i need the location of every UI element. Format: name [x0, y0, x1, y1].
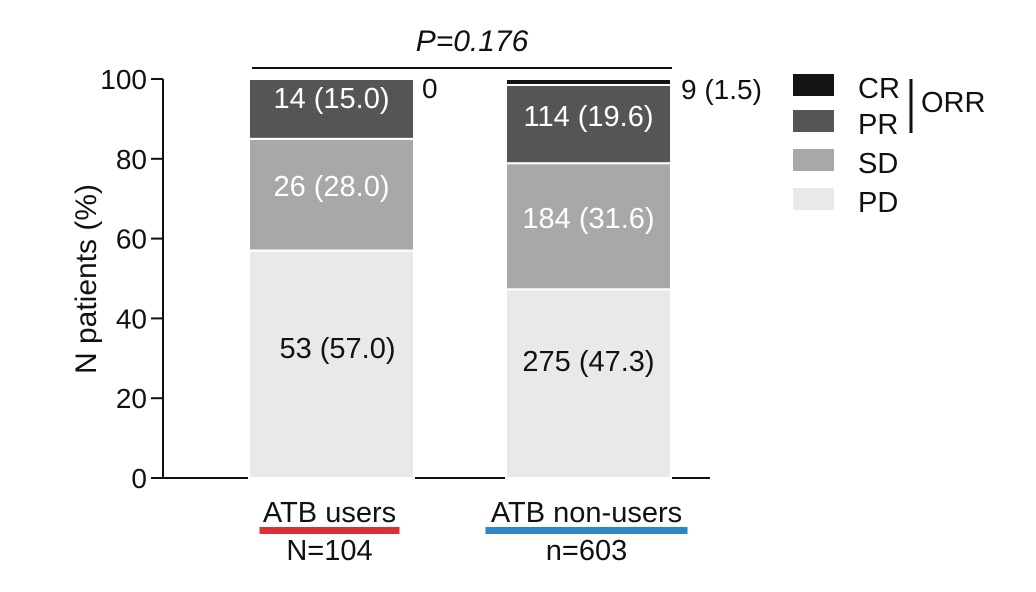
x-axis-labels: ATB users N=104 ATB non-users n=603 [259, 497, 688, 567]
bar-segment-pr [248, 78, 415, 140]
bar-segment-sd [505, 162, 672, 291]
category-label: ATB non-users [491, 497, 682, 529]
bar-segment-pr [505, 83, 672, 165]
legend-label-sd: SD [858, 148, 898, 180]
bar-segment-cr [505, 78, 672, 86]
category-underline [485, 527, 688, 534]
p-value-annotation: P=0.176 [252, 25, 672, 69]
y-tick-label: 80 [116, 144, 147, 175]
cr-value-label: 0 [422, 73, 438, 104]
cr-value-label: 9 (1.5) [681, 74, 762, 105]
category-underline [259, 527, 400, 534]
bar-segment-pd [248, 249, 415, 479]
legend-swatch-pr [793, 110, 834, 132]
legend-label-cr: CR [858, 73, 900, 105]
bar-value-label: 26 (28.0) [273, 171, 389, 203]
bar-segment-pd [505, 288, 672, 480]
y-tick-label: 0 [131, 463, 147, 494]
y-axis-title: N patients (%) [70, 184, 103, 374]
legend-swatch-cr [793, 74, 834, 96]
legend-swatch-pd [793, 188, 834, 210]
bar-value-label: 184 (31.6) [522, 203, 654, 235]
bar-value-label: 53 (57.0) [279, 333, 395, 365]
axes: 0 20 40 60 80 100 N patients (%) [70, 64, 710, 494]
p-value-text: P=0.176 [416, 25, 529, 58]
legend-label-pd: PD [858, 187, 898, 219]
category-n-label: N=104 [286, 535, 372, 567]
legend-label-pr: PR [858, 109, 898, 141]
legend: CR PR SD PD ORR [793, 73, 985, 219]
bar-labels: 53 (57.0) 26 (28.0) 14 (15.0) 0 275 (47.3) 18… [273, 73, 761, 378]
bar-value-label: 114 (19.6) [523, 101, 653, 133]
bars [248, 78, 672, 480]
y-tick-label: 40 [116, 303, 147, 334]
y-tick-label: 20 [116, 383, 147, 414]
bar-segment-sd [248, 137, 415, 252]
category-n-label: n=603 [546, 535, 627, 567]
legend-group-label: ORR [921, 87, 985, 119]
y-tick-label: 100 [100, 64, 147, 95]
bar-value-label: 14 (15.0) [273, 83, 389, 115]
legend-swatch-sd [793, 149, 834, 171]
bar-value-label: 275 (47.3) [522, 346, 654, 378]
category-label: ATB users [263, 497, 396, 529]
y-tick-label: 60 [116, 224, 147, 255]
